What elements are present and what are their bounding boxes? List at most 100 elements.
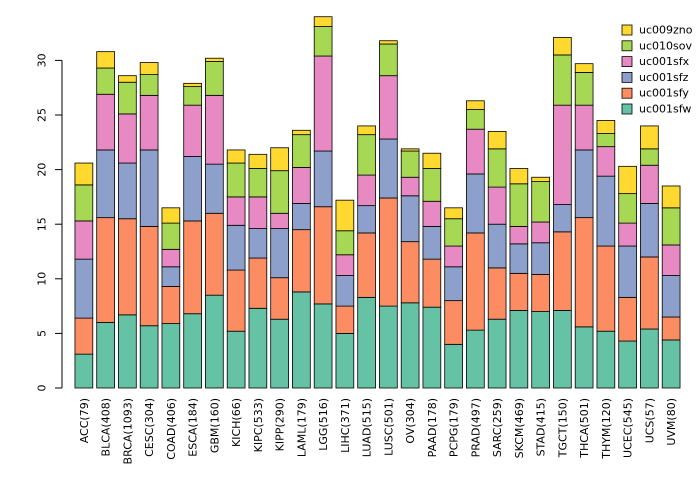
x-tick-label: KICH(66) [230, 398, 243, 447]
x-tick-label: COAD(406) [165, 398, 178, 460]
bar-segment-uc001sfx [444, 245, 463, 268]
bar-segment-uc009zno [379, 40, 398, 45]
bar-segment-uc001sfz [400, 195, 420, 243]
bar-segment-uc009zno [248, 153, 268, 169]
bar-segment-uc001sfx [118, 113, 137, 164]
bar-segment-uc001sfx [379, 75, 398, 140]
bar-stack [96, 51, 115, 389]
bar-stack [357, 125, 376, 389]
bar-stack [313, 16, 333, 389]
bar-segment-uc009zno [596, 120, 616, 134]
bar-segment-uc010sov [96, 67, 115, 95]
bar-segment-uc001sfx [313, 55, 333, 152]
bar-stack [640, 125, 659, 389]
bar-segment-uc001sfw [487, 318, 507, 389]
bar-segment-uc001sfw [640, 328, 659, 389]
bar-segment-uc001sfy [313, 206, 333, 305]
legend-swatch [621, 87, 633, 99]
bar-segment-uc001sfz [226, 224, 246, 271]
bar-segment-uc001sfw [292, 291, 311, 389]
bar-segment-uc010sov [139, 74, 159, 96]
bar-segment-uc001sfx [531, 221, 550, 244]
bar-segment-uc001sfx [574, 104, 594, 151]
bar-segment-uc001sfx [509, 225, 529, 245]
bar-stack [466, 100, 485, 389]
bar-segment-uc010sov [183, 86, 202, 106]
bar-segment-uc009zno [640, 125, 659, 150]
bar-stack [205, 57, 224, 389]
x-tick-label: GBM(160) [208, 398, 221, 453]
bar-segment-uc001sfx [661, 244, 681, 276]
bar-stack [292, 129, 311, 389]
y-tick-label: 0 [36, 385, 49, 392]
bar-segment-uc001sfx [183, 104, 202, 157]
legend-label: uc001sfz [639, 71, 689, 84]
bar-segment-uc001sfw [379, 305, 398, 389]
bar-segment-uc009zno [292, 129, 311, 136]
bar-segment-uc001sfw [335, 332, 355, 389]
bar-segment-uc001sfw [139, 325, 159, 389]
x-axis-labels: ACC(79) BLCA(408) BRCA(1093) CESC(304) COAD(… [78, 398, 678, 464]
bar-segment-uc010sov [487, 148, 507, 188]
bar-segment-uc001sfy [574, 217, 594, 328]
legend-label: uc009zno [639, 24, 693, 37]
bar-segment-uc001sfy [509, 272, 529, 311]
x-tick-label: LUSC(501) [382, 398, 395, 456]
bar-segment-uc009zno [357, 125, 376, 136]
bar-segment-uc001sfy [553, 231, 572, 311]
bar-segment-uc010sov [574, 72, 594, 106]
bar-segment-uc001sfx [161, 248, 181, 268]
y-tick-label: 15 [36, 217, 49, 231]
bar-segment-uc001sfz [161, 266, 181, 287]
bar-segment-uc001sfy [357, 232, 376, 298]
bar-segment-uc001sfw [400, 302, 420, 389]
y-tick-label: 20 [36, 163, 49, 177]
bar-segment-uc001sfy [422, 258, 442, 308]
x-tick-label: BLCA(408) [100, 398, 113, 456]
bar-segment-uc001sfy [379, 197, 398, 307]
bar-stack [335, 199, 355, 389]
bar-segment-uc001sfz [357, 205, 376, 234]
bar-stack [531, 176, 550, 389]
x-tick-label: UCEC(545) [622, 398, 635, 458]
x-tick-label: ACC(79) [78, 398, 91, 443]
bar-segment-uc009zno [205, 57, 224, 62]
bar-segment-uc009zno [509, 168, 529, 185]
bar-segment-uc001sfz [444, 266, 463, 302]
bar-segment-uc001sfz [313, 150, 333, 208]
bar-segment-uc001sfx [335, 254, 355, 276]
legend-swatch [621, 72, 633, 83]
bar-segment-uc001sfw [509, 310, 529, 389]
legend-item-uc001sfz: uc001sfz [621, 71, 689, 84]
bar-segment-uc001sfw [96, 322, 115, 389]
bar-segment-uc001sfx [466, 128, 485, 175]
bar-segment-uc001sfz [661, 275, 681, 318]
bar-segment-uc001sfy [640, 256, 659, 330]
bar-segment-uc001sfz [618, 245, 637, 298]
bar-segment-uc001sfx [248, 196, 268, 229]
x-tick-label: BRCA(1093) [121, 398, 134, 464]
bar-stack [487, 130, 507, 389]
bar-segment-uc001sfy [661, 316, 681, 341]
x-tick-label: LIHC(371) [339, 398, 352, 453]
bar-segment-uc001sfx [357, 174, 376, 207]
y-tick-label: 25 [36, 108, 49, 122]
legend-label: uc001sfx [639, 55, 690, 68]
bar-segment-uc001sfy [96, 217, 115, 323]
bar-segment-uc001sfz [509, 243, 529, 274]
legend-swatch [621, 40, 633, 52]
x-tick-label: KIPP(290) [274, 398, 287, 451]
x-tick-label: LAML(179) [295, 398, 308, 457]
x-tick-label: PAAD(178) [426, 398, 439, 457]
bar-segment-uc001sfz [553, 204, 572, 233]
bar-segment-uc001sfx [226, 196, 246, 226]
bar-segment-uc001sfy [618, 296, 637, 342]
bar-segment-uc001sfx [640, 164, 659, 204]
bar-segment-uc001sfw [313, 303, 333, 389]
y-tick-label: 30 [36, 53, 49, 67]
bar-segment-uc001sfw [205, 294, 224, 389]
bar-segment-uc001sfw [596, 330, 616, 389]
bar-segment-uc009zno [313, 16, 333, 27]
bar-segment-uc001sfz [640, 203, 659, 258]
bar-segment-uc010sov [553, 54, 572, 106]
